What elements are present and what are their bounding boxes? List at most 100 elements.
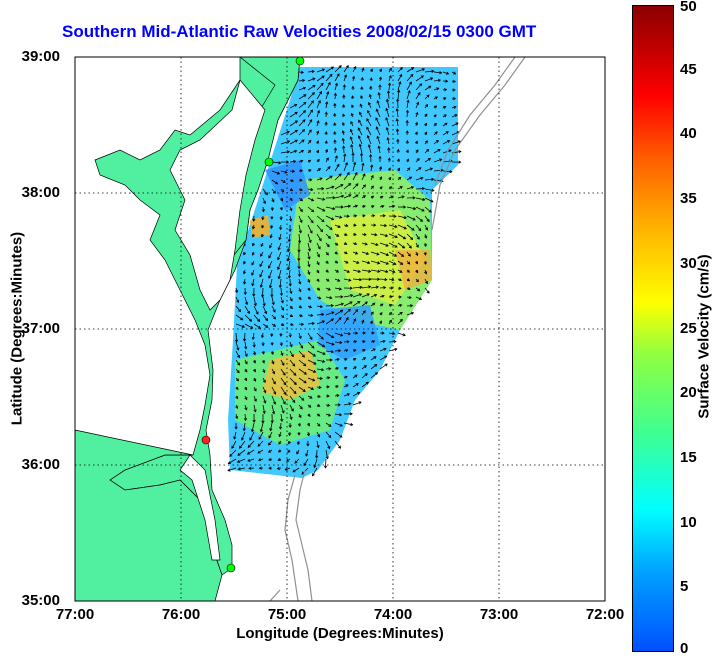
velocity-arrow-head <box>268 275 272 279</box>
velocity-arrow-head <box>413 206 417 211</box>
velocity-arrow-head <box>342 94 346 98</box>
velocity-arrow-head <box>299 169 303 173</box>
velocity-arrow <box>415 242 419 248</box>
velocity-arrow-head <box>405 109 410 113</box>
velocity-arrow-head <box>317 403 321 407</box>
velocity-arrow-head <box>287 267 291 271</box>
velocity-arrow-head <box>362 357 367 361</box>
velocity-arrow-head <box>317 413 321 417</box>
velocity-arrow <box>247 458 255 462</box>
velocity-arrow-head <box>385 107 389 111</box>
velocity-arrow <box>279 278 282 288</box>
velocity-arrow <box>406 186 414 190</box>
velocity-arrow-head <box>362 184 366 188</box>
velocity-arrow <box>352 162 356 172</box>
velocity-arrow-head <box>280 418 284 423</box>
velocity-arrow-head <box>362 195 367 199</box>
velocity-arrow <box>424 206 432 213</box>
velocity-arrow <box>307 251 310 260</box>
velocity-arrow-head <box>415 149 419 153</box>
velocity-arrow-head <box>353 223 357 227</box>
velocity-arrow <box>271 368 275 374</box>
velocity-arrow <box>406 100 409 109</box>
velocity-arrow-head <box>297 423 301 427</box>
velocity-arrow-head <box>235 386 239 390</box>
velocity-arrow-head <box>348 402 352 406</box>
velocity-arrow-head <box>344 242 348 245</box>
velocity-arrow-head <box>237 362 241 366</box>
velocity-arrow-head <box>296 451 300 455</box>
velocity-arrow-head <box>288 334 292 338</box>
velocity-arrow <box>244 413 247 421</box>
velocity-arrow-head <box>327 445 331 450</box>
velocity-arrow <box>375 117 381 127</box>
velocity-arrow-head <box>410 186 415 190</box>
velocity-arrow-head <box>327 287 331 291</box>
velocity-arrow <box>396 118 399 127</box>
velocity-arrow-head <box>340 309 344 313</box>
velocity-arrow-head <box>250 325 254 329</box>
velocity-arrow-head <box>301 129 306 133</box>
velocity-arrow-head <box>262 200 267 205</box>
x-tick-label: 72:00 <box>585 606 625 623</box>
velocity-arrow <box>271 170 280 175</box>
velocity-arrow <box>271 296 275 305</box>
velocity-arrow-head <box>408 81 412 85</box>
velocity-arrow <box>352 66 357 73</box>
velocity-arrow <box>289 350 294 357</box>
velocity-arrow <box>343 332 351 335</box>
velocity-arrow-head <box>288 424 292 429</box>
velocity-arrow-head <box>365 381 369 385</box>
velocity-arrow <box>334 164 340 172</box>
velocity-arrow-head <box>247 444 251 448</box>
velocity-arrow-head <box>318 296 322 300</box>
velocity-arrow <box>262 296 265 306</box>
colorbar-tick-label: 20 <box>680 384 697 402</box>
velocity-arrow-head <box>403 205 407 209</box>
velocity-arrow <box>442 122 448 127</box>
velocity-arrow-head <box>369 77 373 81</box>
velocity-arrow-head <box>297 266 301 270</box>
velocity-arrow-head <box>345 65 349 69</box>
velocity-arrow <box>298 224 302 233</box>
velocity-arrow-head <box>234 339 239 343</box>
velocity-arrow <box>325 186 335 190</box>
velocity-arrow <box>316 313 324 316</box>
velocity-arrow-head <box>270 351 274 355</box>
velocity-arrow-head <box>339 340 343 345</box>
velocity-arrow <box>325 82 331 91</box>
velocity-arrow-head <box>327 166 331 170</box>
velocity-arrow-head <box>338 65 342 69</box>
velocity-arrow-head <box>255 311 259 315</box>
velocity-arrow-head <box>281 362 285 366</box>
velocity-arrow <box>370 164 373 172</box>
velocity-arrow <box>262 377 266 383</box>
velocity-arrow-head <box>311 345 315 349</box>
colorbar-label: Surface Velocity (cm/s) <box>695 254 713 419</box>
velocity-arrow-head <box>380 303 384 307</box>
velocity-arrow-head <box>327 81 331 86</box>
velocity-arrow-head <box>257 325 262 329</box>
velocity-arrow <box>424 215 430 222</box>
velocity-arrow <box>325 91 329 100</box>
velocity-arrow-head <box>396 148 400 152</box>
velocity-arrow <box>268 251 273 259</box>
velocity-arrow <box>253 305 259 315</box>
velocity-arrow-head <box>384 233 389 238</box>
velocity-arrow <box>289 341 293 347</box>
y-tick-label: 38:00 <box>21 184 60 201</box>
velocity-arrow <box>280 287 283 296</box>
velocity-arrow-head <box>269 428 273 432</box>
velocity-arrow <box>334 317 342 325</box>
velocity-arrow-head <box>252 243 255 247</box>
velocity-arrow-head <box>325 260 329 264</box>
velocity-arrow <box>334 341 342 344</box>
velocity-arrow <box>415 224 422 231</box>
velocity-arrow-head <box>375 285 380 289</box>
velocity-arrow <box>249 431 255 441</box>
velocity-arrow-head <box>359 285 363 289</box>
velocity-arrow-head <box>317 423 321 427</box>
velocity-arrow-head <box>248 466 252 470</box>
velocity-arrow-head <box>351 95 355 99</box>
velocity-arrow-head <box>292 363 296 367</box>
